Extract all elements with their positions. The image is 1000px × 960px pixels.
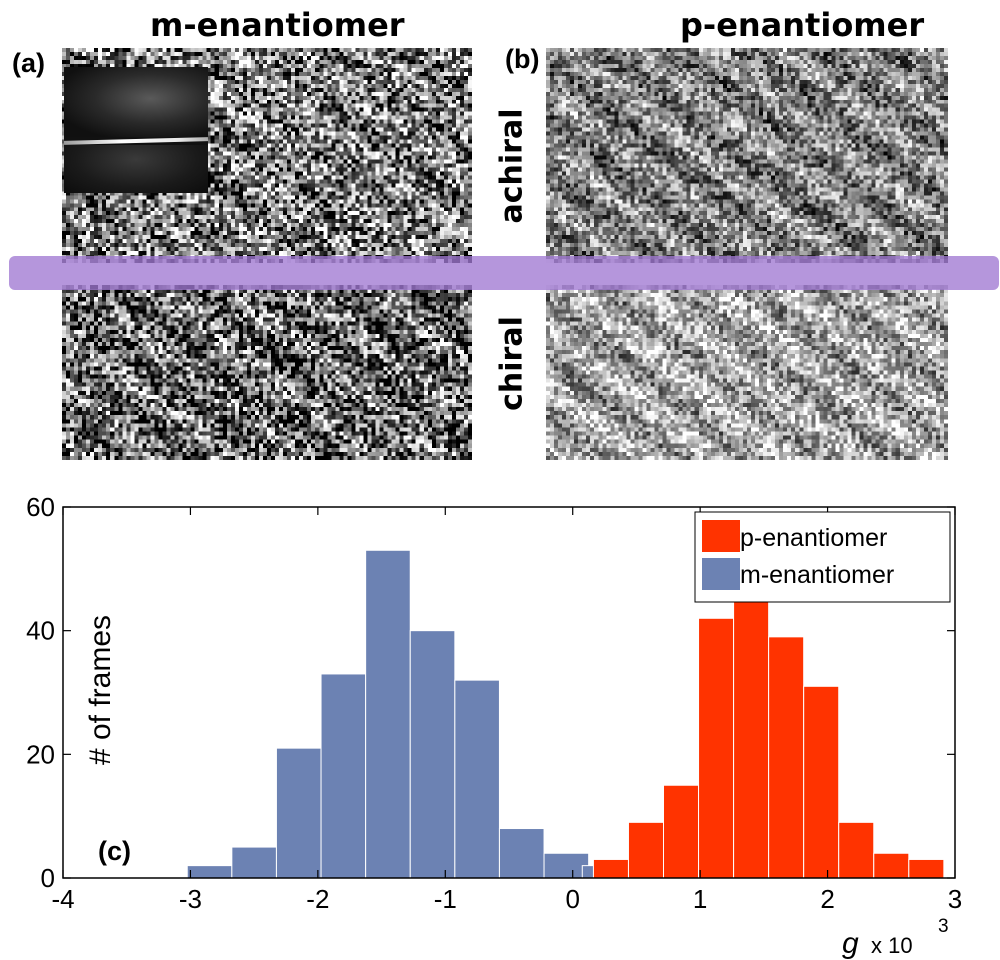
row-label-chiral: chiral <box>494 316 530 411</box>
m-enantiomer-bar <box>365 549 411 879</box>
panel-b-tag: (b) <box>505 44 540 74</box>
p-enantiomer-bar <box>873 852 910 879</box>
m-enantiomer-bar <box>454 679 500 879</box>
m-enantiomer-bar <box>498 828 545 879</box>
x-axis-label-exponent: 3 <box>938 916 949 937</box>
p-enantiomer-bars <box>592 599 945 879</box>
y-tick-label: 60 <box>26 492 55 522</box>
p-enantiomer-bar <box>768 636 805 879</box>
p-enantiomer-bar <box>627 821 665 879</box>
y-tick-label: 0 <box>41 863 55 893</box>
p-enantiomer-bar <box>733 599 770 879</box>
axis-ticks: -4 -3 -2 -1 0 1 2 3 0 20 40 60 <box>26 492 962 914</box>
x-tick-label: -3 <box>179 884 202 914</box>
p-enantiomer-bar <box>838 821 875 879</box>
p-enantiomer-bar <box>698 617 735 879</box>
legend-swatch-m <box>702 558 740 590</box>
m-enantiomer-bars <box>186 549 628 879</box>
y-axis-label: # of frames <box>84 615 117 765</box>
x-tick-label: 2 <box>820 884 834 914</box>
legend-swatch-p <box>702 520 740 552</box>
legend-label-p: p-enantiomer <box>740 524 887 552</box>
m-enantiomer-bar <box>320 673 367 879</box>
x-tick-label: 1 <box>693 884 707 914</box>
x-tick-label: 3 <box>948 884 962 914</box>
x-tick-label: -2 <box>306 884 329 914</box>
panel-c-tag: (c) <box>98 836 131 866</box>
panel-a-tag: (a) <box>12 48 45 78</box>
legend-label-m: m-enantiomer <box>740 561 894 589</box>
inset-photo <box>64 67 208 193</box>
histogram-chart: -4 -3 -2 -1 0 1 2 3 0 20 40 60 # of frames (c) g x … <box>26 492 962 960</box>
x-tick-label: 0 <box>565 884 579 914</box>
m-enantiomer-bar <box>231 846 277 879</box>
m-enantiomer-bar <box>543 852 590 879</box>
y-tick-label: 40 <box>26 616 55 646</box>
p-enantiomer-bar <box>592 858 629 879</box>
m-chiral-image <box>62 285 472 460</box>
x-axis-label-g: g <box>842 927 859 960</box>
panel-b-title: p-enantiomer <box>680 6 925 44</box>
panel-a-title: m-enantiomer <box>150 6 405 44</box>
p-chiral-image <box>546 285 948 460</box>
plot-frame <box>62 506 956 879</box>
m-enantiomer-bar <box>186 865 233 879</box>
p-achiral-image <box>546 48 948 263</box>
x-tick-label: -4 <box>51 884 74 914</box>
p-enantiomer-bar <box>803 685 840 879</box>
m-enantiomer-bar <box>409 630 456 879</box>
svg-text:g x 10: g x 10 <box>842 927 913 960</box>
p-enantiomer-bar <box>908 858 945 879</box>
m-enantiomer-bar <box>275 747 322 879</box>
highlight-band <box>9 256 999 290</box>
row-label-achiral: achiral <box>494 108 530 224</box>
legend: p-enantiomer m-enantiomer <box>694 511 951 603</box>
y-tick-label: 20 <box>26 739 55 769</box>
x-tick-label: -1 <box>434 884 457 914</box>
x-axis-label-rest: x 10 <box>871 933 913 958</box>
p-enantiomer-bar <box>663 784 700 879</box>
